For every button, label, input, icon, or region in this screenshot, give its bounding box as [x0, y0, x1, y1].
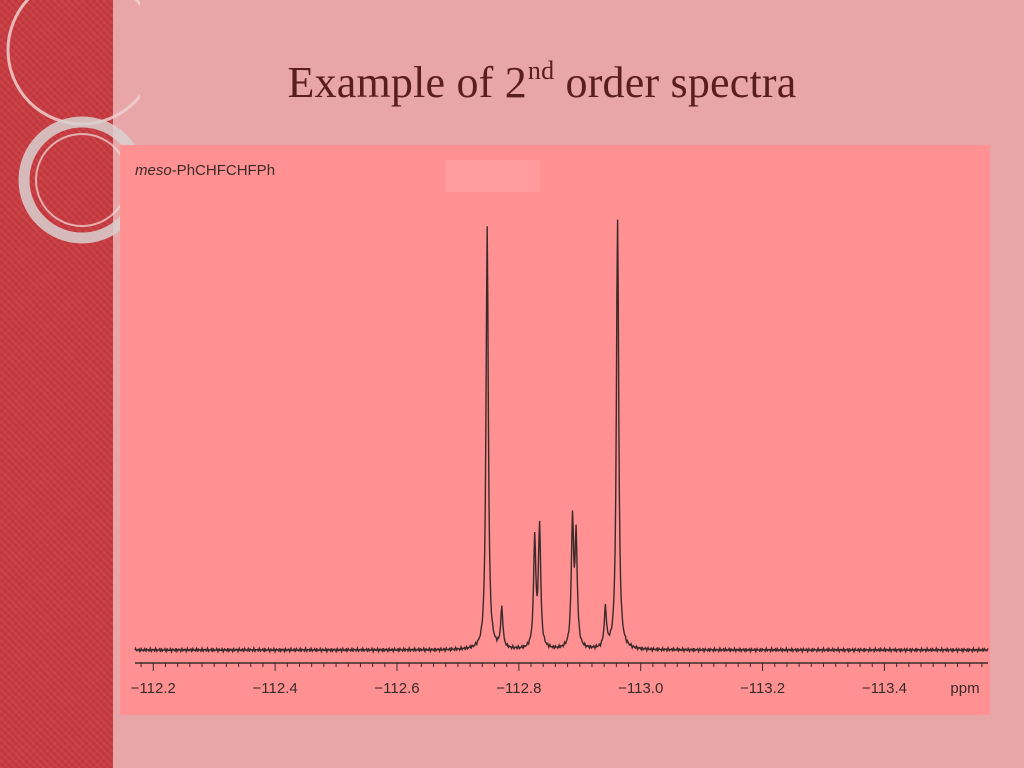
x-tick-label: −113.2	[740, 680, 785, 697]
chart-title: meso-PhCHFCHFPh	[135, 162, 276, 179]
decorative-circles	[6, 0, 140, 244]
x-tick-label: −112.6	[374, 680, 419, 697]
spectrum-trace	[134, 219, 989, 655]
x-axis-label: ppm	[950, 680, 979, 697]
x-tick-label: −112.8	[496, 680, 541, 697]
x-tick-label: −112.2	[131, 680, 176, 697]
x-tick-label: −112.4	[253, 680, 298, 697]
spectrum-panel: meso-PhCHFCHFPh −112.2 −112.4 −112.6 −112.8…	[120, 145, 990, 715]
x-tick-label: −113.4	[862, 680, 907, 697]
x-tick-label: −113.0	[618, 680, 663, 697]
image-smudge	[445, 160, 540, 192]
slide-title: Example of 2nd order spectra	[287, 56, 797, 107]
nmr-spectrum: −112.2 −112.4 −112.6 −112.8 −113.0 −113.2 −113…	[131, 219, 989, 697]
